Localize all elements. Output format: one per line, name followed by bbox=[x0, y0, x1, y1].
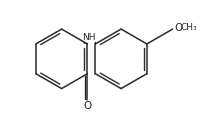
Text: NH: NH bbox=[81, 33, 95, 42]
Text: CH₃: CH₃ bbox=[179, 23, 196, 32]
Text: O: O bbox=[173, 23, 181, 33]
Text: O: O bbox=[83, 101, 91, 111]
